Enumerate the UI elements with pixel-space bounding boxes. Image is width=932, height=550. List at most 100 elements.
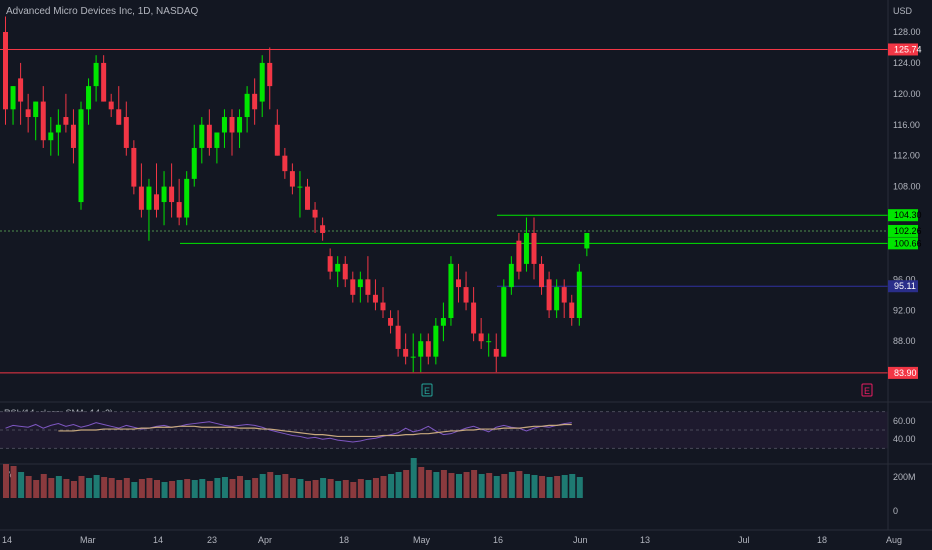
volume-bar [55,476,62,498]
volume-bar [418,467,425,498]
rsi-tick-label: 60.00 [893,416,916,426]
volume-bar [576,477,583,498]
volume-bar [274,475,281,498]
volume-bar [335,481,342,498]
candle-body [478,333,484,342]
date-tick-label: Mar [80,535,96,545]
candle-body [305,186,310,210]
volume-bar [327,479,334,498]
volume-bar [252,478,259,498]
volume-bar [63,479,70,498]
candle-body [365,279,371,295]
volume-bar [206,481,213,498]
date-tick-label: 18 [339,535,349,545]
candle-body [523,232,529,264]
candle-body [244,93,250,118]
candle-body [554,287,560,311]
price-level-value: 83.90 [894,368,917,378]
volume-bar [86,478,93,498]
volume-bar [501,474,508,498]
candle-body [146,186,152,210]
candle-body [93,62,99,87]
date-tick-label: Jun [573,535,588,545]
chart-title: Advanced Micro Devices Inc, 1D, NASDAQ [6,6,199,17]
price-tick-label: 124.00 [893,58,921,68]
price-tick-label: 88.00 [893,336,916,346]
volume-bar [531,475,538,498]
volume-bar [342,480,349,498]
volume-bar [297,479,304,498]
volume-bar [508,472,515,498]
volume-bar [3,464,9,498]
volume-bar [191,480,198,498]
price-tick-label: 96.00 [893,274,916,284]
candle-body [569,302,575,319]
volume-bar [433,472,440,498]
candle-body [274,124,280,156]
volume-tick-label: 200M [893,472,916,482]
price-level-badge [888,43,918,56]
candle-body [342,263,348,280]
volume-bar [101,477,108,498]
candle-body [131,147,137,187]
volume-bar [40,474,47,498]
volume-bar [33,480,40,498]
volume-bar [410,458,417,498]
date-tick-label: 23 [207,535,217,545]
date-tick-label: 13 [640,535,650,545]
price-tick-label: 92.00 [893,305,916,315]
volume-bar [312,480,319,498]
volume-bar [25,476,32,498]
price-level-value: 125.74 [894,44,922,54]
volume-bar [131,482,138,498]
volume-bar [146,478,153,498]
volume-bar [365,480,372,498]
earnings-marker-label: E [424,386,430,396]
candle-body [463,287,469,303]
candle-body [63,117,69,125]
candle-body [357,279,363,288]
volume-bar [169,481,176,498]
volume-bar [108,478,115,498]
volume-bar [380,476,387,498]
volume-bar [78,476,85,498]
volume-bar [93,475,100,498]
candle-body [184,178,190,218]
candle-body [78,109,84,203]
candle-body [546,279,552,311]
candle-body [267,62,273,87]
candle-body [214,132,220,148]
candle-body [3,32,8,110]
price-tick-label: 120.00 [893,89,921,99]
candle-body [471,302,477,334]
candle-body [237,117,243,133]
volume-bar [546,477,553,498]
candle-body [501,287,507,357]
candle-body [116,109,122,125]
date-tick-label: Apr [258,535,272,545]
volume-bar [350,482,357,498]
candle-body [199,124,205,148]
volume-bar [214,478,221,498]
date-tick-label: 16 [493,535,503,545]
volume-bar [569,474,576,498]
candle-body [418,341,424,357]
date-tick-label: 18 [817,535,827,545]
price-level-badge [888,280,918,293]
price-level-badge [888,209,918,222]
candle-body [312,209,318,218]
volume-bar [516,471,523,498]
candle-body [433,325,439,357]
candle-body [259,62,265,102]
candle-body [561,287,567,303]
candle-body [584,232,590,249]
volume-bar [123,478,130,498]
volume-bar [403,470,410,498]
date-tick-label: 14 [2,535,12,545]
candle-body [86,86,92,110]
volume-bar [554,476,561,498]
candle-body [508,263,514,288]
rsi-tick-label: 40.00 [893,434,916,444]
candle-body [221,117,227,133]
